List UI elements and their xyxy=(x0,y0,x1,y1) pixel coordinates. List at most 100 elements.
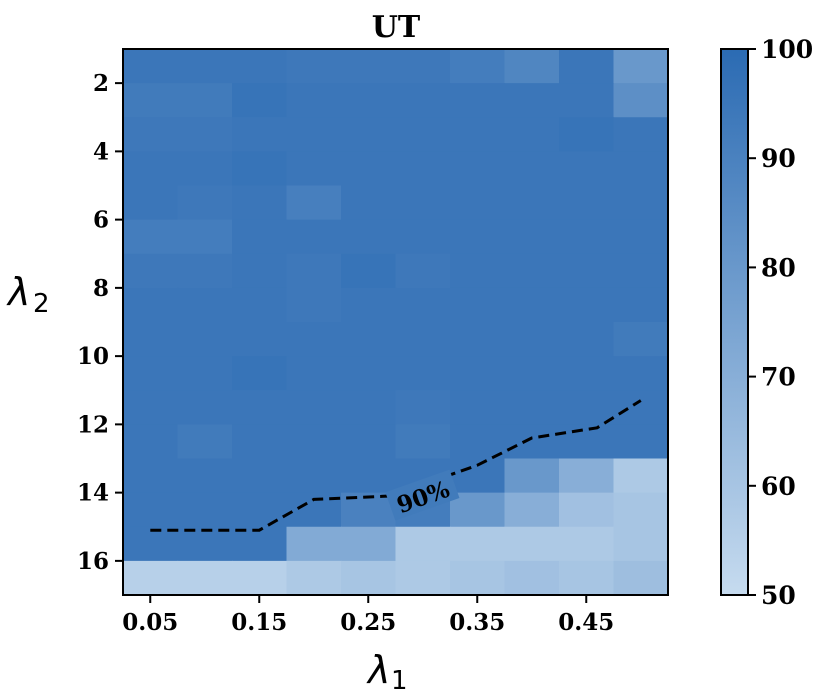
heatmap-cell xyxy=(341,219,397,255)
heatmap-cell xyxy=(286,49,342,84)
heatmap-cell xyxy=(613,287,669,323)
heatmap-cell xyxy=(177,424,233,460)
y-axis-label: λ 2 xyxy=(6,270,50,319)
y-axis-label-symbol: λ xyxy=(6,270,31,314)
heatmap-cell xyxy=(450,424,506,460)
heatmap-cell xyxy=(395,356,451,391)
heatmap-cell xyxy=(123,117,179,152)
chart-title: UT xyxy=(372,10,421,45)
y-tick-label: 8 xyxy=(93,275,109,302)
heatmap-cell xyxy=(341,560,397,596)
heatmap-cell xyxy=(232,322,288,357)
heatmap-cell xyxy=(559,83,615,118)
heatmap-cell xyxy=(504,185,560,221)
heatmap-cell xyxy=(286,185,342,221)
heatmap-cell xyxy=(177,185,233,221)
heatmap-cell xyxy=(504,322,560,357)
heatmap-cell xyxy=(395,560,451,596)
y-tick-label: 12 xyxy=(77,411,109,438)
heatmap-cell xyxy=(395,253,451,289)
heatmap-cell xyxy=(177,390,233,425)
heatmap-cell xyxy=(559,560,615,596)
heatmap-cell xyxy=(559,458,615,494)
heatmap-cell xyxy=(286,424,342,460)
heatmap-cell xyxy=(613,253,669,289)
heatmap-cell xyxy=(177,526,233,562)
heatmap-cell xyxy=(395,219,451,255)
heatmap-cell xyxy=(177,117,233,152)
heatmap-cell xyxy=(559,253,615,289)
y-tick-label: 14 xyxy=(77,480,109,507)
heatmap-cell xyxy=(123,458,179,494)
heatmap-cell xyxy=(232,458,288,494)
heatmap-cell xyxy=(559,49,615,84)
heatmap-cell xyxy=(395,424,451,460)
heatmap-cell xyxy=(504,492,560,528)
colorbar-tick-label: 60 xyxy=(761,472,796,501)
heatmap-cell xyxy=(395,151,451,187)
heatmap-cell xyxy=(450,185,506,221)
heatmap-cell xyxy=(123,560,179,596)
heatmap-cell xyxy=(450,390,506,425)
heatmap-cell xyxy=(123,49,179,84)
heatmap-cell xyxy=(177,560,233,596)
heatmap-cell xyxy=(177,322,233,357)
heatmap-cell xyxy=(123,492,179,528)
colorbar-tick-label: 80 xyxy=(761,253,796,282)
heatmap-cell xyxy=(395,287,451,323)
heatmap-cell xyxy=(504,560,560,596)
heatmap-cell xyxy=(123,83,179,118)
heatmap-cell xyxy=(341,253,397,289)
heatmap-cell xyxy=(450,253,506,289)
heatmap-cell xyxy=(450,287,506,323)
heatmap-cell xyxy=(613,458,669,494)
heatmap-cell xyxy=(177,219,233,255)
heatmap-cell xyxy=(123,287,179,323)
heatmap-cell xyxy=(504,287,560,323)
heatmap-cell xyxy=(341,49,397,84)
heatmap-cell xyxy=(232,356,288,391)
heatmap-cell xyxy=(450,219,506,255)
heatmap-cell xyxy=(286,560,342,596)
colorbar-tick-label: 70 xyxy=(761,363,796,392)
x-axis-label-subscript: 1 xyxy=(391,666,408,693)
y-tick-label: 16 xyxy=(77,548,109,575)
heatmap-cell xyxy=(450,83,506,118)
heatmap-cell xyxy=(504,117,560,152)
y-axis-ticks: 2 4 6 8 10 12 14 16 xyxy=(77,70,123,575)
heatmap-cell xyxy=(504,356,560,391)
x-axis-label-symbol: λ xyxy=(366,648,391,692)
y-tick-label: 2 xyxy=(93,70,109,97)
heatmap-cell xyxy=(177,253,233,289)
heatmap-cell xyxy=(123,219,179,255)
heatmap-cell xyxy=(286,287,342,323)
heatmap-cell xyxy=(286,253,342,289)
x-tick-label: 0.45 xyxy=(558,609,614,636)
heatmap-cell xyxy=(395,117,451,152)
heatmap-cell xyxy=(286,117,342,152)
heatmap-cell xyxy=(504,390,560,425)
heatmap-cell xyxy=(450,117,506,152)
heatmap-cell xyxy=(177,356,233,391)
heatmap-cell xyxy=(232,117,288,152)
heatmap-cell xyxy=(123,151,179,187)
heatmap-cell xyxy=(559,287,615,323)
heatmap-cell xyxy=(395,390,451,425)
heatmap-cell xyxy=(613,390,669,425)
heatmap-cell xyxy=(450,526,506,562)
x-tick-label: 0.35 xyxy=(449,609,505,636)
heatmap-cell xyxy=(559,185,615,221)
heatmap-cell xyxy=(613,560,669,596)
heatmap-cell xyxy=(613,219,669,255)
heatmap-cell xyxy=(232,560,288,596)
heatmap-cell xyxy=(232,83,288,118)
y-tick-label: 6 xyxy=(93,207,109,234)
heatmap-cell xyxy=(341,390,397,425)
heatmap-cell xyxy=(177,492,233,528)
heatmap-cell xyxy=(504,458,560,494)
heatmap-cell xyxy=(504,253,560,289)
heatmap-cell xyxy=(504,219,560,255)
heatmap-cell xyxy=(341,117,397,152)
heatmap-cell xyxy=(232,390,288,425)
